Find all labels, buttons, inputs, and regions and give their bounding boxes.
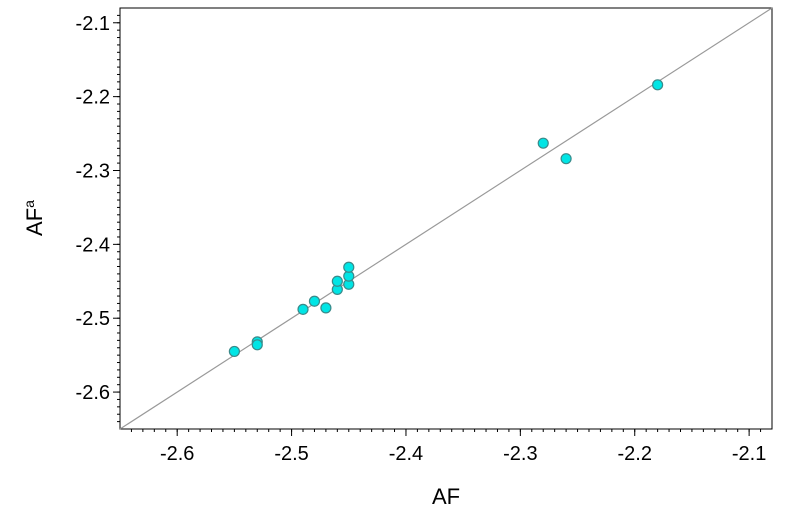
data-point [560, 153, 572, 165]
y-axis-label-base: AF [22, 208, 47, 236]
y-tick-label: -2.5 [76, 308, 110, 330]
x-axis-label: AF [432, 484, 460, 509]
x-tick-label: -2.1 [732, 443, 766, 465]
y-tick-label: -2.6 [76, 382, 110, 404]
identity-line [119, 7, 773, 430]
data-point [343, 261, 355, 273]
y-axis-label-superscript: a [21, 200, 37, 208]
y-tick-label: -2.3 [76, 160, 110, 182]
y-tick-label: -2.1 [76, 13, 110, 35]
data-points [228, 79, 664, 358]
y-axis-ticks: -2.1 -2.2 -2.3 -2.4 -2.5 -2.6 [76, 13, 120, 404]
y-axis-label: AFa [21, 200, 47, 236]
x-tick-label: -2.3 [503, 443, 537, 465]
x-axis-ticks: -2.6 -2.5 -2.4 -2.3 -2.2 -2.1 [160, 429, 766, 465]
data-point [537, 137, 549, 149]
data-point [652, 79, 664, 91]
x-tick-label: -2.5 [274, 443, 308, 465]
data-point [320, 302, 332, 314]
plot-frame [119, 7, 773, 430]
data-point [228, 345, 240, 358]
data-point [308, 295, 321, 307]
y-tick-label: -2.4 [76, 234, 110, 256]
x-tick-label: -2.6 [160, 443, 194, 465]
data-point [251, 339, 263, 351]
x-tick-label: -2.2 [618, 443, 652, 465]
y-tick-label: -2.2 [76, 87, 110, 109]
data-point [331, 275, 343, 287]
x-tick-label: -2.4 [389, 443, 423, 465]
data-point [297, 303, 309, 315]
